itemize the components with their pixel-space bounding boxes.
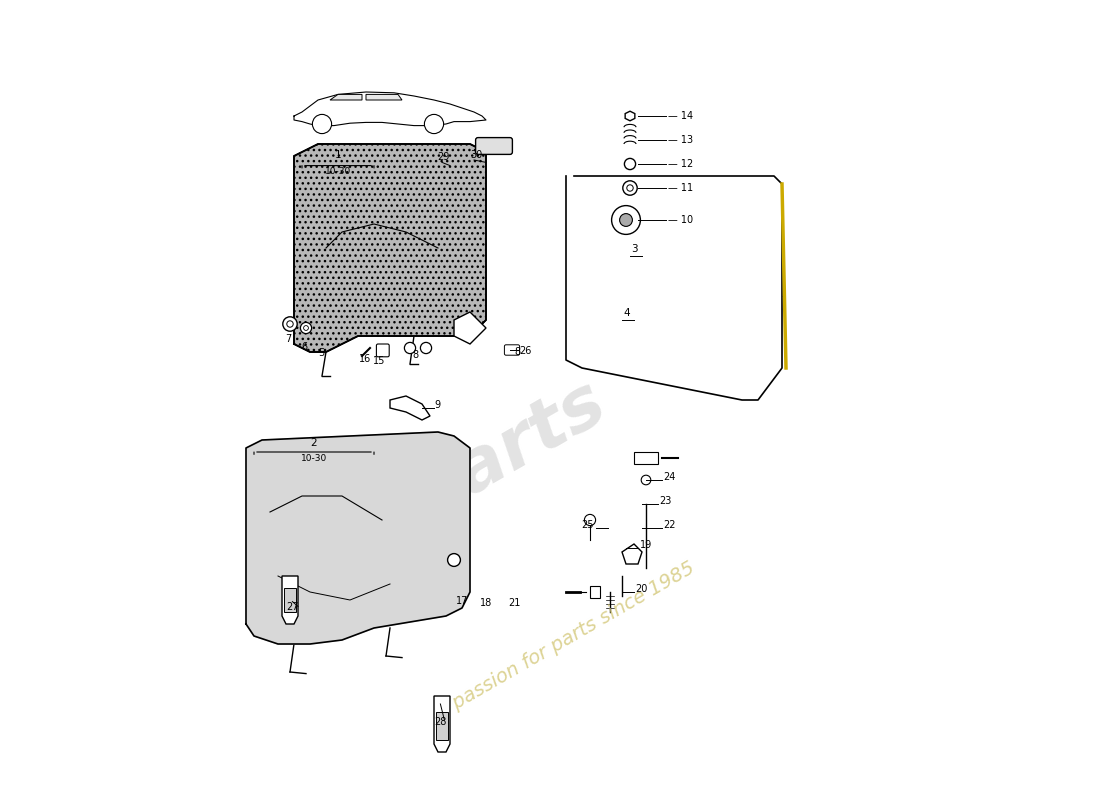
Text: — 13: — 13 — [668, 135, 693, 145]
Text: 6: 6 — [301, 342, 308, 352]
Text: 27: 27 — [286, 602, 298, 611]
FancyBboxPatch shape — [436, 712, 449, 740]
Circle shape — [625, 158, 636, 170]
Text: 19: 19 — [639, 540, 652, 550]
Circle shape — [312, 114, 331, 134]
Circle shape — [584, 514, 595, 526]
Circle shape — [283, 317, 297, 331]
FancyBboxPatch shape — [475, 138, 513, 154]
Circle shape — [405, 342, 416, 354]
Circle shape — [425, 114, 443, 134]
Text: 9: 9 — [434, 400, 441, 410]
Text: 3: 3 — [631, 245, 638, 254]
Polygon shape — [246, 432, 470, 644]
Polygon shape — [566, 176, 782, 400]
Circle shape — [627, 185, 634, 191]
Circle shape — [287, 321, 294, 327]
Text: 30: 30 — [471, 150, 483, 159]
Polygon shape — [294, 144, 486, 352]
Text: 8: 8 — [412, 350, 419, 360]
Polygon shape — [366, 94, 402, 100]
Text: 16: 16 — [359, 354, 372, 363]
Text: euroParts: euroParts — [241, 367, 618, 625]
Text: a passion for parts since 1985: a passion for parts since 1985 — [433, 558, 698, 722]
Polygon shape — [390, 396, 430, 420]
Polygon shape — [621, 544, 642, 564]
FancyBboxPatch shape — [505, 345, 519, 355]
Text: — 10: — 10 — [668, 215, 693, 225]
Text: — 11: — 11 — [668, 183, 693, 193]
Text: 10-30: 10-30 — [324, 167, 351, 176]
Text: 10-30: 10-30 — [301, 454, 327, 462]
Text: 1: 1 — [334, 150, 341, 160]
Text: 18: 18 — [480, 598, 492, 608]
Text: 5: 5 — [318, 348, 324, 358]
Text: 2: 2 — [310, 438, 317, 448]
Polygon shape — [625, 111, 635, 121]
Circle shape — [623, 181, 637, 195]
FancyBboxPatch shape — [284, 588, 296, 612]
Circle shape — [612, 206, 640, 234]
Circle shape — [420, 342, 431, 354]
Text: 17: 17 — [455, 596, 469, 606]
Text: 4: 4 — [624, 309, 630, 318]
Circle shape — [300, 322, 311, 334]
Polygon shape — [454, 312, 486, 344]
Text: 26: 26 — [519, 346, 532, 355]
Text: 28: 28 — [434, 717, 447, 726]
Text: 23: 23 — [660, 496, 672, 506]
FancyBboxPatch shape — [590, 586, 600, 598]
FancyBboxPatch shape — [634, 452, 658, 464]
Text: 7: 7 — [285, 334, 292, 344]
Polygon shape — [294, 92, 486, 126]
Text: 21: 21 — [508, 598, 520, 608]
Text: 24: 24 — [663, 472, 676, 482]
Text: — 14: — 14 — [668, 111, 693, 121]
Polygon shape — [282, 576, 298, 624]
Polygon shape — [294, 144, 486, 352]
Polygon shape — [330, 94, 362, 100]
Text: 29: 29 — [438, 152, 450, 162]
Text: 25: 25 — [582, 520, 594, 530]
Text: 22: 22 — [663, 520, 676, 530]
Circle shape — [641, 475, 651, 485]
Circle shape — [619, 214, 632, 226]
Circle shape — [448, 554, 461, 566]
Text: 15: 15 — [373, 356, 386, 366]
Text: — 12: — 12 — [668, 159, 693, 169]
Circle shape — [304, 326, 308, 330]
Text: 8: 8 — [514, 347, 520, 357]
Text: 20: 20 — [636, 584, 648, 594]
FancyBboxPatch shape — [376, 344, 389, 357]
Polygon shape — [434, 696, 450, 752]
